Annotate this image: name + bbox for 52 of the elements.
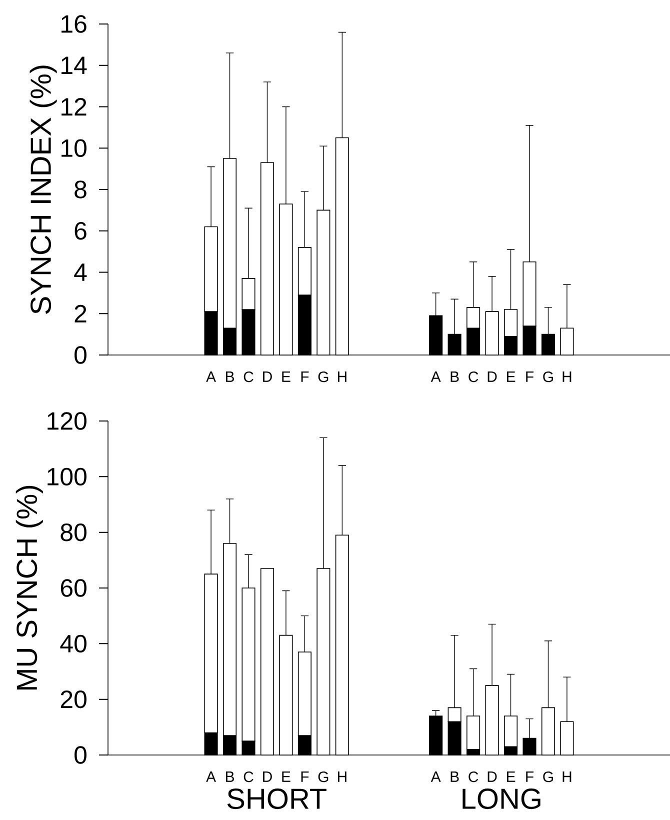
x-tick-label: A <box>430 372 441 382</box>
x-tick-label: H <box>338 372 346 382</box>
y-tick-label: 4 <box>74 264 87 281</box>
y-tick-label: 120 <box>48 412 86 430</box>
x-tick-label: E <box>506 372 516 382</box>
x-tick-label: D <box>488 372 497 382</box>
x-tick-label: G <box>543 372 553 382</box>
x-tick-label: D <box>263 772 272 782</box>
y-tick-label: 0 <box>74 746 86 764</box>
x-tick-label: C <box>244 372 254 382</box>
y-tick-label: 16 <box>62 15 86 33</box>
x-tick-label: F <box>301 372 309 382</box>
x-tick-label: G <box>543 772 553 782</box>
x-tick-label: C <box>468 772 478 782</box>
x-tick-label: E <box>282 372 290 382</box>
y-tick-label: 80 <box>60 523 86 542</box>
x-tick-label: D <box>488 772 497 782</box>
y-tick-label: 60 <box>60 579 86 597</box>
x-tick-label: A <box>206 372 216 382</box>
x-tick-label: F <box>301 772 309 782</box>
x-tick-label: A <box>206 772 216 782</box>
x-tick-label: B <box>226 772 234 782</box>
x-tick-label: B <box>450 372 459 382</box>
x-tick-label: C <box>468 372 478 382</box>
x-tick-label: E <box>506 772 516 782</box>
y-tick-label: 100 <box>48 468 86 486</box>
x-tick-label: F <box>526 772 534 782</box>
x-tick-label: H <box>562 372 572 382</box>
y-tick-label: 8 <box>74 180 86 198</box>
y-tick-label: 20 <box>60 690 86 708</box>
x-tick-label: D <box>263 372 272 382</box>
x-tick-label: G <box>318 772 328 782</box>
x-tick-label: A <box>430 772 441 782</box>
y-tick-label: 0 <box>74 346 86 364</box>
y-tick-label: 40 <box>60 634 86 653</box>
x-tick-label: B <box>226 372 234 382</box>
x-tick-label: H <box>338 772 346 782</box>
x-tick-label: E <box>282 772 290 782</box>
text: LONG <box>462 788 540 810</box>
y-tick-label: 12 <box>62 98 86 116</box>
y-tick-label: 14 <box>62 56 87 74</box>
x-tick-label: C <box>244 772 254 782</box>
text: SHORT <box>227 788 326 810</box>
y-tick-label: 2 <box>74 304 86 322</box>
y-axis-title: MU SYNCH (%) <box>16 486 43 690</box>
x-tick-label: G <box>318 372 328 382</box>
y-axis-title: SYNCH INDEX (%) <box>30 66 57 314</box>
x-tick-label: B <box>450 772 459 782</box>
y-tick-label: 6 <box>74 222 86 240</box>
x-tick-label: F <box>526 372 534 382</box>
y-tick-label: 10 <box>62 139 86 157</box>
x-tick-label: H <box>562 772 572 782</box>
